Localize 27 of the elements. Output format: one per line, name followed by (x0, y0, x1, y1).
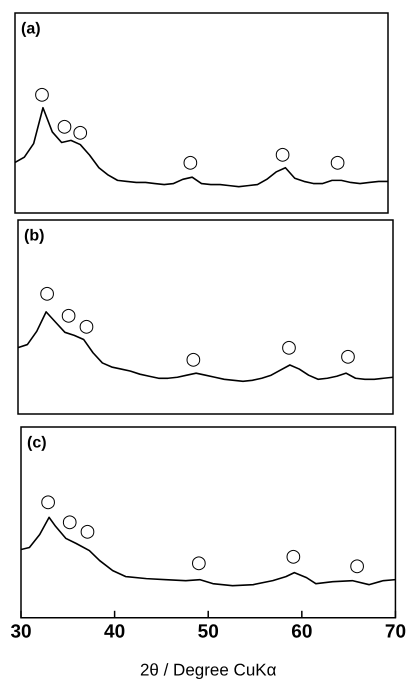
text: ○ (40, 491, 56, 512)
annotation: ○ (182, 152, 198, 173)
x-tick-label: 40 (104, 621, 126, 642)
annotation: ○ (340, 345, 356, 366)
x-tick-label: 30 (10, 621, 32, 642)
annotation: ○ (56, 116, 72, 137)
x-axis-title: 2θ / Degree CuKα (140, 660, 277, 680)
annotation: ○ (281, 336, 297, 358)
x-tick-label: 50 (198, 621, 219, 642)
annotation: ○ (185, 348, 202, 370)
x-tick-label: 60 (291, 621, 312, 642)
annotation: ○ (349, 554, 365, 576)
chart-title: (a) (21, 20, 41, 38)
annotation: ○ (286, 545, 302, 566)
text: ○ (39, 282, 55, 304)
annotation: ○ (60, 304, 76, 326)
x-tick-label: 70 (384, 621, 406, 642)
annotation: ○ (80, 520, 96, 542)
annotation: ○ (78, 315, 94, 336)
annotation: ○ (62, 511, 78, 532)
annotation: ○ (72, 122, 88, 143)
text: ○ (34, 84, 50, 105)
annotation: ○ (330, 152, 346, 173)
chart-title: (c) (27, 434, 47, 452)
chart-title: (b) (24, 227, 44, 244)
annotation: ○ (274, 144, 290, 165)
annotation: ○ (190, 552, 207, 574)
